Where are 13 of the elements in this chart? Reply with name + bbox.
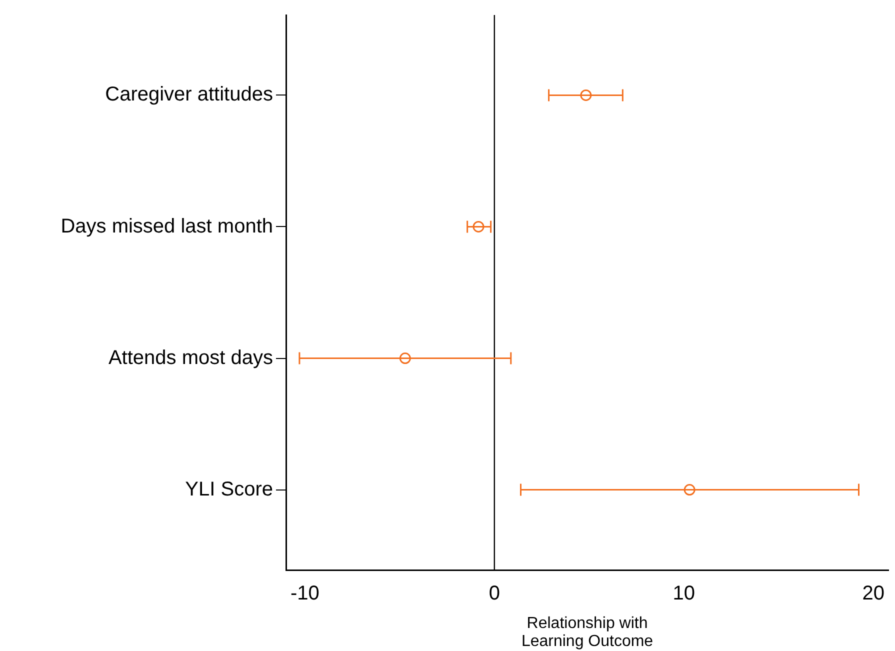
point xyxy=(399,352,411,364)
y-tick-label: Caregiver attitudes xyxy=(105,84,273,106)
x-tick-label: 0 xyxy=(488,582,500,605)
y-tick-label: Attends most days xyxy=(108,346,273,369)
y-tick-label: YLI Score xyxy=(185,478,273,500)
y-tick-label: Days missed last month xyxy=(60,215,273,238)
x-tick-label: -10 xyxy=(290,582,320,605)
point xyxy=(472,220,484,232)
x-axis-title: Relationship with Learning Outcome xyxy=(521,614,654,650)
x-tick-label: 20 xyxy=(862,582,884,605)
point xyxy=(684,484,696,496)
x-tick-label: 10 xyxy=(672,582,695,605)
point xyxy=(580,89,592,101)
